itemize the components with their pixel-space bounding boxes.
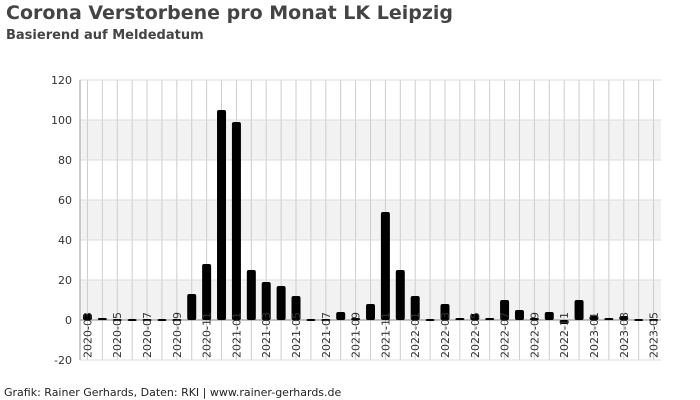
y-tick-label: 60 — [58, 194, 72, 207]
bar — [559, 320, 569, 324]
bar — [395, 270, 405, 320]
bar — [142, 319, 152, 321]
y-tick-label: 20 — [58, 274, 72, 287]
bar — [500, 300, 510, 320]
y-tick-label: 80 — [58, 154, 72, 167]
bar — [202, 264, 212, 320]
bar — [231, 122, 241, 320]
bar — [514, 310, 524, 320]
x-tick-label: 2023-03 — [618, 312, 631, 358]
x-tick-label: 2020-07 — [141, 312, 154, 358]
bar — [529, 318, 539, 320]
bar — [276, 286, 286, 320]
bar — [291, 296, 301, 320]
bar — [97, 318, 107, 320]
bar — [246, 270, 256, 320]
y-tick-label: 100 — [51, 114, 72, 127]
x-tick-label: 2020-11 — [201, 312, 214, 358]
chart-title: Corona Verstorbene pro Monat LK Leipzig — [6, 2, 454, 24]
bar — [604, 318, 614, 320]
bar — [217, 110, 227, 320]
bar — [157, 319, 167, 321]
bar — [470, 314, 480, 320]
y-tick-label: 120 — [51, 74, 72, 87]
y-tick-label: -20 — [54, 354, 72, 367]
x-tick-label: 2022-11 — [558, 312, 571, 358]
bar — [589, 316, 599, 320]
bar — [306, 319, 316, 321]
bar — [380, 212, 390, 320]
chart-subtitle: Basierend auf Meldedatum — [6, 28, 204, 43]
x-tick-label: 2021-03 — [260, 312, 273, 358]
bar — [261, 282, 271, 320]
bar — [440, 304, 450, 320]
bar — [649, 319, 659, 321]
x-tick-label: 2023-01 — [588, 312, 601, 358]
y-tick-label: 40 — [58, 234, 72, 247]
x-tick-label: 2021-05 — [290, 312, 303, 358]
bar — [127, 319, 137, 321]
y-tick-label: 0 — [65, 314, 72, 327]
bar — [321, 319, 331, 321]
bar — [544, 312, 554, 320]
x-tick-label: 2020-09 — [171, 312, 184, 358]
x-tick-label: 2020-03 — [81, 312, 94, 358]
x-tick-label: 2022-09 — [528, 312, 541, 358]
x-tick-label: 2022-05 — [469, 312, 482, 358]
bar — [82, 314, 92, 320]
bar — [574, 300, 584, 320]
bar — [485, 318, 495, 320]
bar — [172, 319, 182, 321]
x-tick-label: 2022-07 — [499, 312, 512, 358]
x-tick-label: 2022-01 — [409, 312, 422, 358]
bar — [634, 319, 644, 321]
bar — [351, 318, 361, 320]
bar — [336, 312, 346, 320]
x-tick-label: 2023-05 — [648, 312, 661, 358]
chart-footer: Grafik: Rainer Gerhards, Daten: RKI | ww… — [4, 386, 342, 399]
bar — [410, 296, 420, 320]
x-tick-label: 2021-09 — [350, 312, 363, 358]
bar — [455, 318, 465, 320]
x-tick-label: 2021-01 — [230, 312, 243, 358]
bar — [187, 294, 197, 320]
bar — [619, 316, 629, 320]
x-tick-label: 2021-11 — [379, 312, 392, 358]
bar — [425, 319, 435, 321]
bar — [112, 319, 122, 321]
bar — [366, 304, 375, 320]
x-tick-label: 2020-05 — [111, 312, 124, 358]
x-tick-label: 2022-03 — [439, 312, 452, 358]
x-tick-label: 2021-07 — [320, 312, 333, 358]
